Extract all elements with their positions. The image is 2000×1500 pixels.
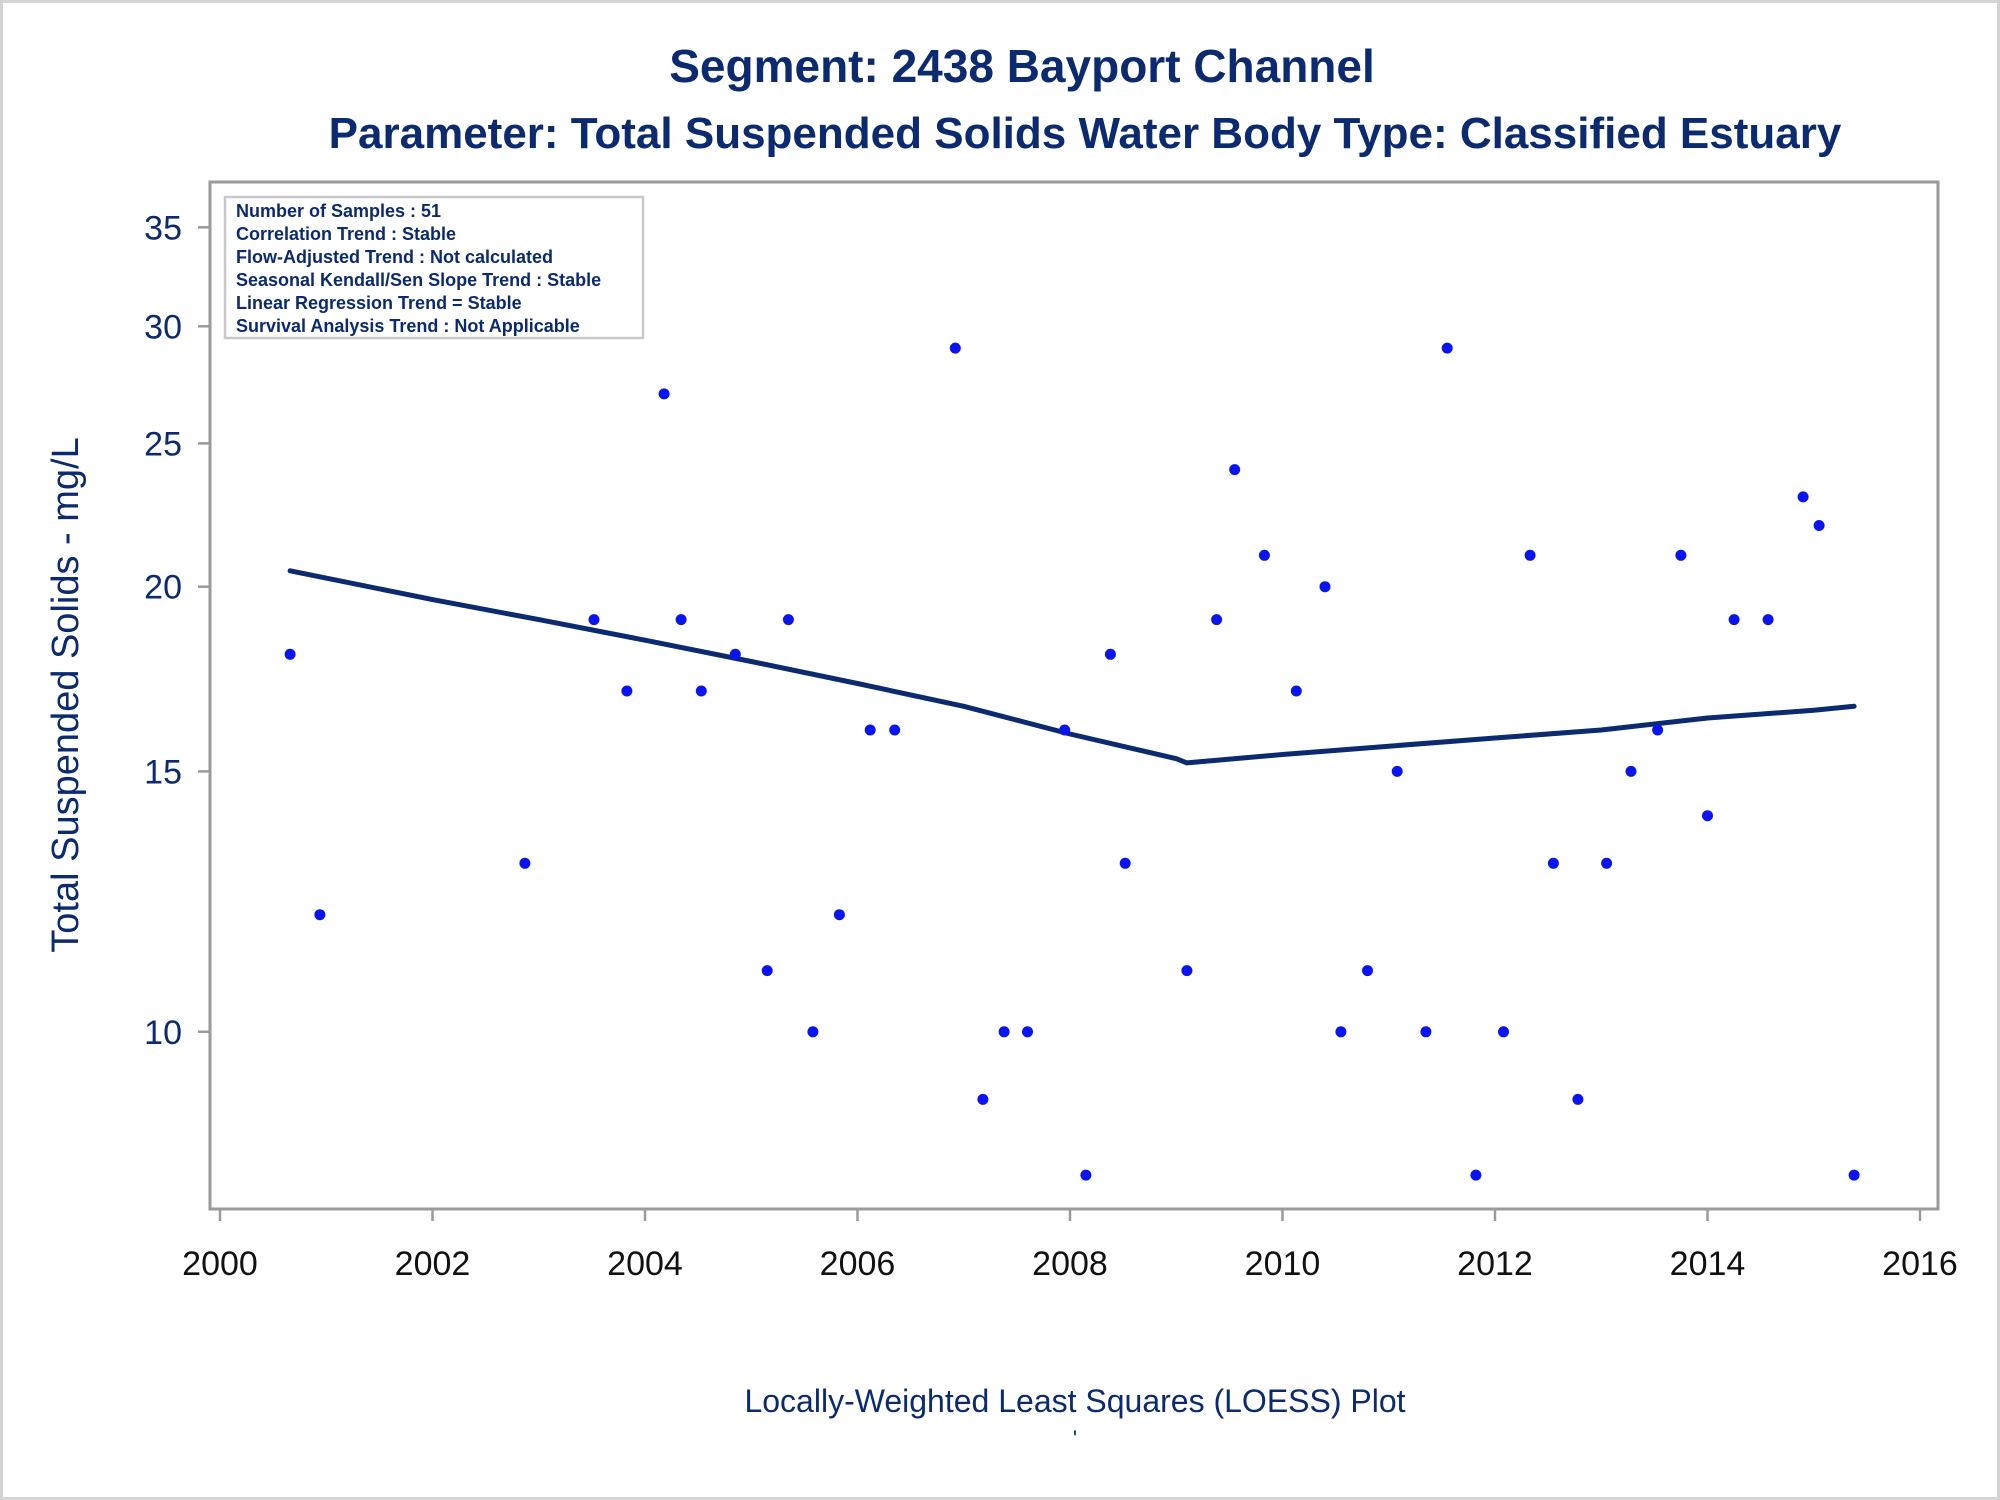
data-point — [1601, 857, 1613, 869]
x-tick-label: 2002 — [395, 1245, 471, 1283]
data-point — [761, 965, 773, 977]
data-point — [1625, 765, 1637, 777]
data-point — [1335, 1026, 1347, 1038]
data-point — [1652, 724, 1664, 736]
x-axis: 2000 2002 2004 2006 2008 2010 2012 2014 2016 — [182, 1209, 1958, 1283]
y-tick-label: 20 — [144, 569, 182, 607]
chart-subtitle: Parameter: Total Suspended Solids Water … — [329, 109, 1842, 158]
data-point — [1813, 520, 1825, 531]
stats-box: Number of Samples : 51 Correlation Trend … — [223, 195, 645, 340]
data-point — [588, 614, 600, 626]
y-tick-label: 15 — [144, 753, 182, 791]
y-tick-label: 30 — [144, 308, 182, 346]
chart-title: Segment: 2438 Bayport Channel — [669, 40, 1375, 92]
data-point — [658, 388, 670, 400]
x-tick-label: 2012 — [1457, 1245, 1533, 1283]
stats-line: Linear Regression Trend = Stable — [236, 293, 522, 313]
loess-trend-line — [287, 568, 1857, 766]
x-tick-label: 2014 — [1670, 1245, 1746, 1283]
data-point — [1547, 857, 1559, 869]
data-point — [1420, 1026, 1432, 1038]
stats-line: Flow-Adjusted Trend : Not calculated — [236, 247, 553, 267]
data-point — [314, 909, 326, 921]
data-point — [1524, 549, 1536, 561]
data-point — [949, 342, 961, 354]
stats-line: Seasonal Kendall/Sen Slope Trend : Stabl… — [236, 270, 601, 290]
y-tick-label: 35 — [144, 209, 182, 247]
y-axis: 10 15 20 25 30 35 — [144, 209, 210, 1052]
data-point — [1080, 1169, 1092, 1181]
stats-line: Number of Samples : 51 — [236, 201, 441, 221]
x-tick-label: 2000 — [182, 1245, 258, 1283]
data-point — [1762, 614, 1774, 626]
data-point — [284, 648, 296, 660]
data-point — [864, 724, 876, 736]
data-point — [621, 685, 633, 697]
data-point — [1211, 614, 1223, 626]
data-point — [833, 909, 845, 921]
data-point — [1797, 491, 1809, 503]
data-point — [1181, 965, 1193, 977]
data-point — [695, 685, 707, 697]
x-tick-label: 2016 — [1882, 1245, 1958, 1283]
data-point — [1728, 614, 1740, 626]
footnote-mark: ' — [1073, 1426, 1077, 1451]
data-point — [1119, 857, 1131, 869]
data-point — [1848, 1169, 1860, 1181]
data-point — [1391, 765, 1403, 777]
stats-line: Survival Analysis Trend : Not Applicable — [236, 316, 580, 336]
plot-area-border — [208, 180, 1940, 1211]
y-tick-label: 25 — [144, 425, 182, 463]
data-point — [1470, 1169, 1482, 1181]
scatter-points — [284, 203, 1860, 1181]
data-point — [977, 1093, 989, 1105]
data-point — [1441, 342, 1453, 354]
data-point — [1572, 1093, 1584, 1105]
x-tick-label: 2006 — [820, 1245, 896, 1283]
data-point — [1675, 549, 1687, 561]
x-tick-label: 2008 — [1032, 1245, 1108, 1283]
data-point — [1059, 724, 1071, 736]
data-point — [1022, 1026, 1033, 1038]
loess-line-path — [287, 568, 1857, 766]
data-point — [782, 614, 794, 626]
y-axis-label: Total Suspended Solids - mg/L — [45, 437, 87, 952]
data-point — [1258, 549, 1270, 561]
data-point — [1362, 965, 1373, 977]
data-point — [1498, 1026, 1509, 1038]
data-point — [1290, 685, 1302, 697]
data-point — [675, 614, 687, 626]
data-point — [1319, 581, 1331, 593]
y-tick-label: 10 — [144, 1014, 182, 1052]
x-tick-label: 2004 — [607, 1245, 683, 1283]
data-point — [1104, 648, 1116, 660]
data-point — [1229, 464, 1241, 476]
stats-line: Correlation Trend : Stable — [236, 224, 456, 244]
data-point — [998, 1026, 1010, 1038]
data-point — [519, 857, 531, 869]
x-axis-label: Locally-Weighted Least Squares (LOESS) P… — [744, 1383, 1405, 1419]
data-point — [889, 724, 901, 736]
data-point — [729, 648, 741, 660]
x-tick-label: 2010 — [1245, 1245, 1321, 1283]
data-point — [807, 1026, 819, 1038]
stats-box-border — [223, 195, 645, 340]
data-point — [1702, 810, 1713, 822]
